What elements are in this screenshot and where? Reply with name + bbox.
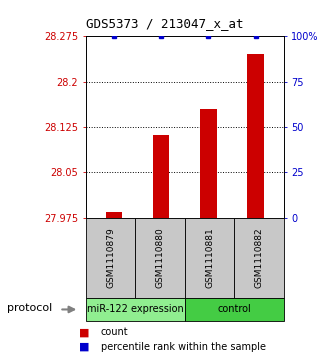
Text: ■: ■ xyxy=(79,342,90,352)
Bar xyxy=(106,212,122,218)
Text: ■: ■ xyxy=(79,327,90,337)
Text: GDS5373 / 213047_x_at: GDS5373 / 213047_x_at xyxy=(86,17,244,30)
Text: percentile rank within the sample: percentile rank within the sample xyxy=(101,342,266,352)
Text: count: count xyxy=(101,327,128,337)
Bar xyxy=(247,54,264,218)
Bar xyxy=(153,135,170,218)
Text: protocol: protocol xyxy=(7,303,52,313)
Text: GSM1110879: GSM1110879 xyxy=(106,227,115,288)
Bar xyxy=(200,109,216,218)
Text: GSM1110880: GSM1110880 xyxy=(155,227,165,288)
Text: control: control xyxy=(217,305,251,314)
Text: GSM1110881: GSM1110881 xyxy=(205,227,214,288)
Text: miR-122 expression: miR-122 expression xyxy=(87,305,184,314)
Text: GSM1110882: GSM1110882 xyxy=(254,227,264,288)
